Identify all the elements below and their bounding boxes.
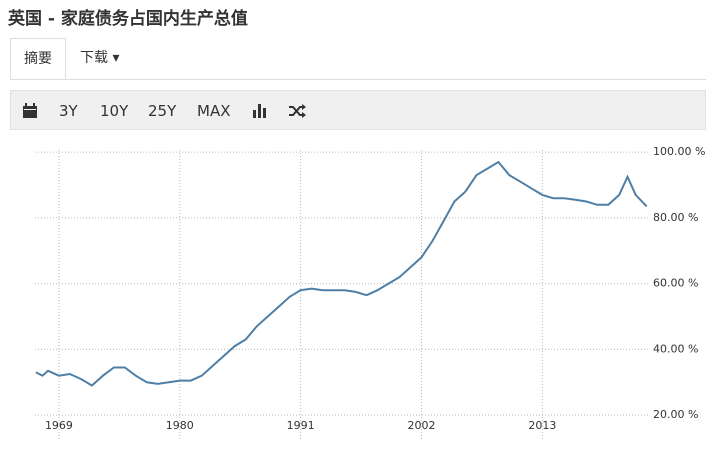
tab-bar: 摘要 下载 ▾	[10, 38, 706, 80]
range-button[interactable]: 25Y	[148, 102, 177, 120]
y-tick-label: 60.00 %	[653, 277, 698, 290]
x-tick-label: 2002	[407, 419, 435, 432]
x-tick-label: 1991	[287, 419, 315, 432]
x-tick-label: 2013	[528, 419, 556, 432]
range-button[interactable]: 3Y	[59, 102, 78, 120]
tab[interactable]: 摘要	[10, 38, 66, 79]
page-title: 英国 - 家庭债务占国内生产总值	[8, 9, 248, 29]
y-tick-label: 100.00 %	[653, 145, 705, 158]
y-tick-label: 20.00 %	[653, 408, 698, 421]
range-button[interactable]: MAX	[197, 102, 231, 120]
data-line	[35, 160, 648, 387]
tab-label[interactable]: 下载	[80, 50, 108, 66]
toolbar: 3Y 10Y 25Y MAX	[10, 90, 706, 130]
x-tick-label: 1980	[166, 419, 194, 432]
bar-chart-icon[interactable]	[252, 103, 268, 119]
calendar-icon[interactable]	[22, 103, 38, 119]
shuffle-icon[interactable]	[288, 103, 306, 119]
tab[interactable]: 下载 ▾	[80, 50, 120, 66]
range-button[interactable]: 10Y	[100, 102, 129, 120]
y-tick-label: 40.00 %	[653, 342, 698, 355]
x-tick-label: 1969	[45, 419, 73, 432]
y-tick-label: 80.00 %	[653, 211, 698, 224]
